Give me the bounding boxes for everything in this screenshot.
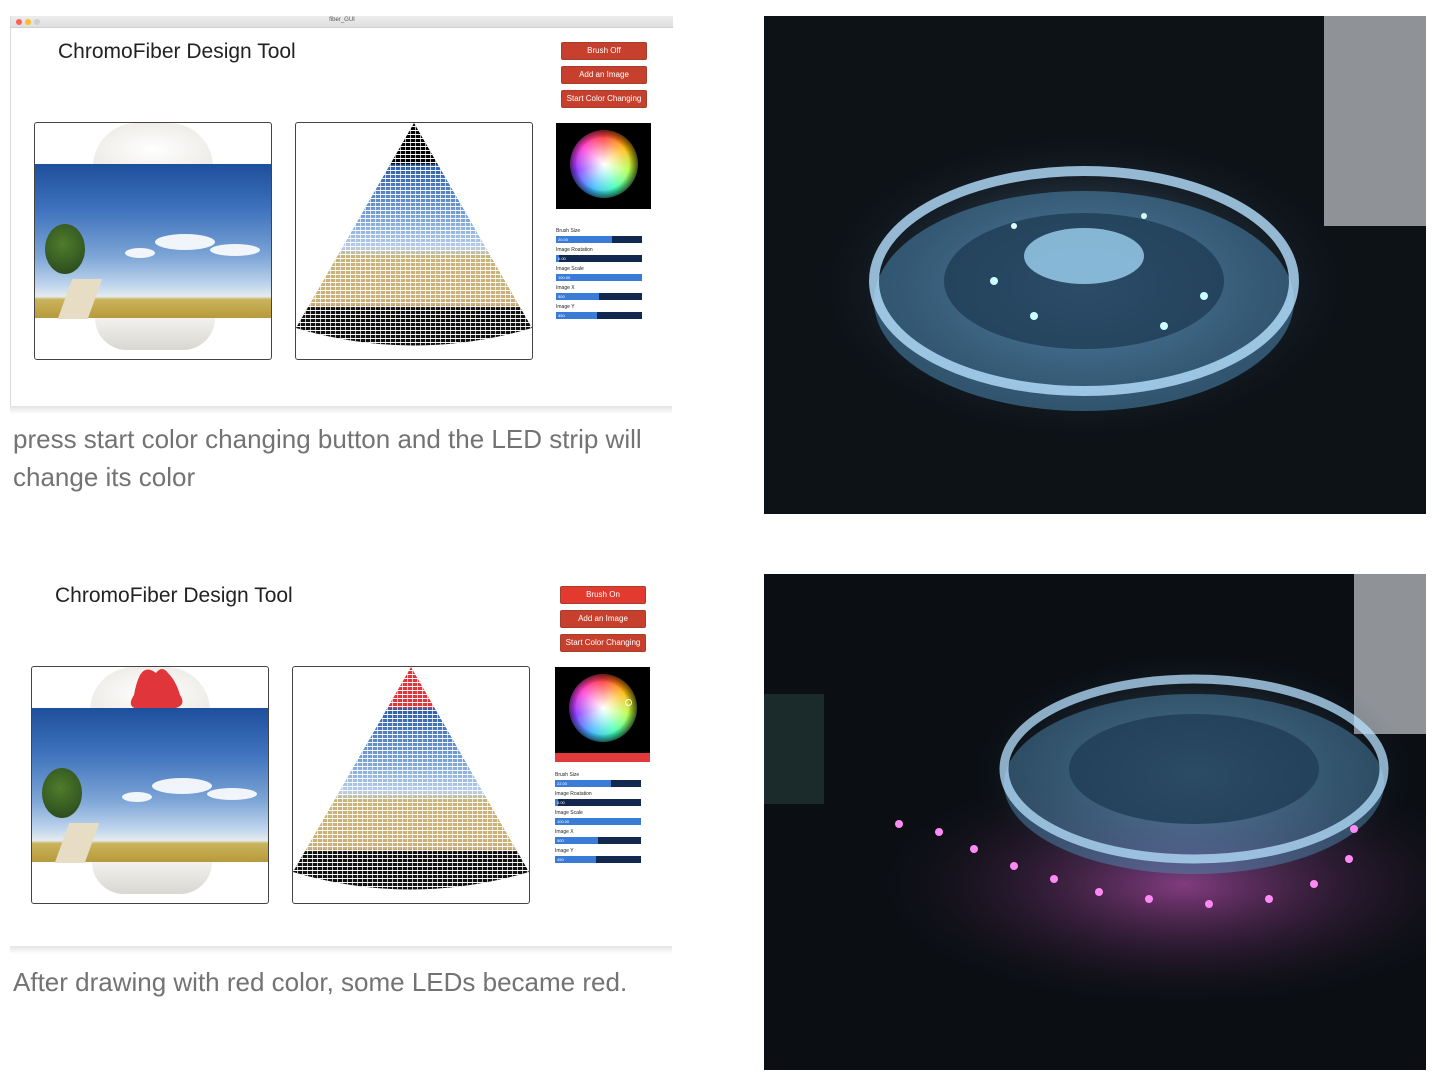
caption-top: press start color changing button and th… [13,424,642,492]
image-scale-slider[interactable]: 100.00 [556,274,642,281]
brush-toggle-button[interactable]: Brush Off [561,42,647,60]
led-photo-bottom [764,574,1426,1070]
brush-size-slider[interactable]: 22.00 [555,780,641,787]
slider-label-image-x: Image X [556,285,575,291]
slider-label-image-scale: Image Scale [556,266,584,272]
slider-label-image-y: Image Y [556,304,575,310]
led-reel-illustration [764,16,1426,514]
close-dot-icon[interactable] [16,19,22,25]
start-color-changing-button[interactable]: Start Color Changing [561,90,647,108]
image-y-slider[interactable]: 450 [556,312,642,319]
app-window-bottom: ChromoFiber Design Tool Brush On Add an … [10,560,672,950]
caption-bottom: After drawing with red color, some LEDs … [13,967,628,997]
color-wheel-icon[interactable] [556,123,651,209]
fiber-led-preview [296,123,532,346]
led-reel-illustration [764,574,1426,1070]
app-title: ChromoFiber Design Tool [58,40,296,63]
color-picker-marker[interactable] [625,699,632,706]
brush-toggle-button[interactable]: Brush On [560,586,646,604]
app-title: ChromoFiber Design Tool [55,584,293,607]
image-rotation-slider[interactable]: 0.00 [555,799,641,806]
slider-label-image-scale: Image Scale [555,810,583,816]
hat-image-top [93,123,213,167]
brush-size-slider[interactable]: 20.00 [556,236,642,243]
slider-label-brush-size: Brush Size [556,228,581,234]
image-y-slider[interactable]: 450 [555,856,641,863]
panel-shadow [10,406,672,414]
hat-image-bottom [92,862,212,894]
image-rotation-slider[interactable]: 0.00 [556,255,642,262]
window-titlebar: fiber_GUI [11,16,673,28]
red-brush-stroke [130,669,183,709]
fiber-preview-canvas[interactable] [292,666,530,904]
image-x-slider[interactable]: 500 [556,293,642,300]
panel-shadow [10,946,672,954]
window-title: fiber_GUI [329,17,355,23]
add-image-button[interactable]: Add an Image [560,610,646,628]
fiber-preview-canvas[interactable] [295,122,533,360]
color-wheel-icon[interactable] [555,667,650,753]
led-photo-top [764,16,1426,514]
image-x-slider[interactable]: 500 [555,837,641,844]
slider-label-brush-size: Brush Size [555,772,580,778]
fiber-led-preview [293,667,529,890]
landscape-image [35,164,271,319]
image-scale-slider[interactable]: 100.00 [555,818,641,825]
slider-label-image-x: Image X [555,829,574,835]
hat-image-bottom [95,318,215,350]
app-window-top: fiber_GUI ChromoFiber Design Tool Brush … [10,16,673,406]
minimize-dot-icon[interactable] [25,19,31,25]
start-color-changing-button[interactable]: Start Color Changing [560,634,646,652]
slider-label-image-rotation: Image Roatation [555,791,592,797]
zoom-dot-icon[interactable] [34,19,40,25]
image-canvas[interactable] [31,666,269,904]
landscape-image [32,708,268,863]
selected-color-swatch [555,753,650,762]
image-canvas[interactable] [34,122,272,360]
slider-label-image-y: Image Y [555,848,574,854]
slider-label-image-rotation: Image Roatation [556,247,593,253]
add-image-button[interactable]: Add an Image [561,66,647,84]
